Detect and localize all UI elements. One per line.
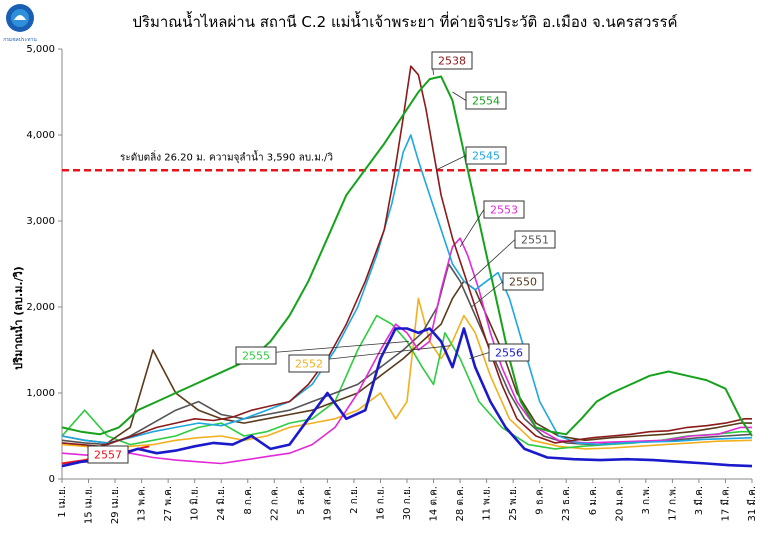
label-leader-line — [469, 239, 516, 282]
series-label-2554: 2554 — [452, 91, 507, 110]
x-tick-label: 22 ก.ค. — [269, 486, 280, 521]
label-text: 2545 — [472, 150, 500, 163]
x-tick-label: 13 พ.ค. — [137, 486, 148, 522]
y-tick-label: 1,000 — [26, 388, 55, 399]
label-leader-line — [452, 91, 467, 101]
x-tick-label: 5 ส.ค. — [296, 486, 307, 515]
label-text: 2554 — [472, 95, 500, 108]
series-label-2545: 2545 — [437, 146, 507, 170]
series-label-2538: 2538 — [431, 51, 473, 75]
y-tick-label: 2,000 — [26, 302, 55, 313]
series-line-2554 — [61, 75, 753, 437]
label-text: 2552 — [295, 358, 323, 371]
x-tick-label: 17 มี.ค. — [719, 486, 731, 522]
series-line-2553 — [61, 237, 752, 465]
x-tick-label: 3 มี.ค. — [693, 486, 705, 515]
label-box — [288, 354, 330, 373]
x-tick-label: 6 ม.ค. — [588, 486, 599, 515]
label-box — [502, 272, 544, 291]
x-tick-label: 27 พ.ค. — [163, 486, 174, 522]
label-box — [465, 146, 507, 165]
x-tick-label: 31 มี.ค. — [746, 486, 758, 522]
series-line-2556 — [61, 327, 753, 468]
label-text: 2555 — [242, 350, 270, 363]
label-box — [514, 230, 556, 249]
label-text: 2538 — [438, 55, 466, 68]
label-text: 2553 — [490, 204, 518, 217]
series-label-2555: 2555 — [235, 341, 409, 365]
reference-line-label: ระดับตลิ่ง 26.20 ม. ความจุลำน้ำ 3,590 ลบ… — [120, 149, 333, 163]
logo-caption: กรมชลประทาน — [3, 37, 37, 43]
label-text: 2550 — [509, 276, 537, 289]
x-tick-label: 14 ต.ค. — [429, 486, 440, 521]
series-line-2545 — [61, 134, 753, 446]
label-box — [87, 445, 129, 464]
label-leader-line — [469, 352, 490, 359]
series-label-2557: 2557 — [87, 445, 129, 464]
series-label-2552: 2552 — [288, 345, 451, 373]
plot-area: 0 1,000 2,000 3,000 4,000 5,000 1 เม.ย. 15 เม.ย… — [26, 44, 758, 524]
x-tick-label: 11 พ.ย. — [482, 486, 493, 521]
x-tick-label: 20 ม.ค. — [614, 486, 625, 522]
y-axis-label: ปริมาณน้ำ (ลบ.ม./วิ) — [10, 266, 25, 370]
x-tick-label: 28 ต.ค. — [455, 486, 466, 521]
y-tick-label: 0 — [49, 474, 55, 485]
y-axis-title: ปริมาณน้ำ (ลบ.ม./วิ) — [10, 266, 25, 370]
x-tick-label: 16 ก.ย. — [375, 486, 386, 520]
y-tick-label: 5,000 — [26, 44, 55, 55]
label-box — [483, 200, 525, 219]
x-tick-label: 17 ก.พ. — [667, 486, 678, 521]
series-line-2538 — [61, 65, 752, 448]
x-tick-label: 1 เม.ย. — [57, 486, 68, 518]
label-text: 2551 — [521, 234, 549, 247]
x-tick-label: 15 เม.ย. — [84, 486, 95, 524]
y-tick-label: 4,000 — [26, 130, 55, 141]
y-tick-label: 3,000 — [26, 216, 55, 227]
series-label-2556: 2556 — [469, 343, 530, 362]
x-tick-label: 29 เม.ย. — [110, 486, 121, 524]
label-box — [431, 51, 473, 70]
x-tick-label: 9 ธ.ค. — [535, 486, 546, 515]
series-line-2550 — [61, 280, 752, 444]
x-tick-label: 24 มิ.ย. — [216, 486, 227, 521]
x-tick-label: 30 ก.ย. — [402, 486, 413, 520]
series-labels: 2538 2554 2545 2553 2551 2550 2552 2555 2556 2557 — [87, 51, 556, 464]
label-leader-line — [437, 155, 467, 170]
x-tick-label: 25 พ.ย. — [508, 486, 519, 521]
x-tick-label: 2 ก.ย. — [349, 486, 360, 514]
label-text: 2556 — [495, 347, 523, 360]
series-label-2551: 2551 — [469, 230, 556, 282]
label-box — [235, 346, 277, 365]
label-leader-line — [459, 209, 485, 248]
x-tick-label: 10 มิ.ย. — [190, 486, 201, 521]
logo-icon: กรมชลประทาน — [3, 4, 37, 43]
chart-title: ปริมาณน้ำไหลผ่าน สถานี C.2 แม่น้ำเจ้าพระ… — [132, 11, 677, 31]
x-tick-label: 23 ธ.ค. — [561, 486, 572, 521]
series-label-2550: 2550 — [471, 272, 544, 308]
x-tick-label: 8 ก.ค. — [243, 486, 254, 515]
series-label-2553: 2553 — [459, 200, 525, 248]
x-tick-label: 19 ส.ค. — [322, 486, 333, 521]
x-tick-label: 3 ก.พ. — [641, 486, 652, 515]
label-box — [488, 343, 530, 362]
label-text: 2557 — [94, 449, 122, 462]
label-leader-line — [471, 281, 504, 308]
label-box — [465, 91, 507, 110]
